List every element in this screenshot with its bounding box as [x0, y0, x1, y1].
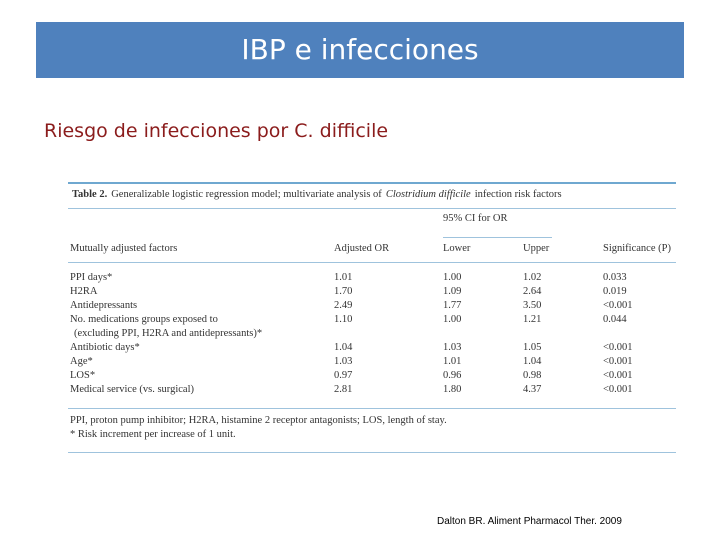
table-caption: Table 2. Generalizable logistic regressio…: [72, 189, 566, 200]
subtitle: Riesgo de infecciones por C. difficile: [44, 120, 389, 142]
cell: 1.70: [334, 286, 353, 297]
cell: <0.001: [603, 384, 633, 395]
cell: 0.96: [443, 370, 462, 381]
row-factor: PPI days*: [70, 272, 113, 283]
rule: [68, 182, 676, 184]
caption-text: Generalizable logistic regression model;…: [111, 189, 382, 200]
cell: 0.019: [603, 286, 627, 297]
footnote: PPI, proton pump inhibitor; H2RA, histam…: [70, 415, 447, 426]
caption-label: Table 2.: [72, 189, 108, 200]
rule: [68, 262, 676, 263]
cell: 0.033: [603, 272, 627, 283]
cell: 2.64: [523, 286, 542, 297]
cell: 1.09: [443, 286, 462, 297]
cell: <0.001: [603, 370, 633, 381]
caption-suffix: infection risk factors: [474, 189, 562, 200]
cell: 2.49: [334, 300, 353, 311]
column-header: Lower: [443, 243, 471, 254]
column-header: Upper: [523, 243, 550, 254]
column-header: Adjusted OR: [334, 243, 390, 254]
row-factor: Antidepressants: [70, 300, 138, 311]
cell: 0.98: [523, 370, 542, 381]
cell: 0.044: [603, 314, 627, 325]
title: IBP e infecciones: [241, 33, 479, 66]
cell: 1.80: [443, 384, 462, 395]
cell: 3.50: [523, 300, 542, 311]
rule: [68, 452, 676, 453]
row-factor: No. medications groups exposed to: [70, 314, 218, 325]
rule: [68, 208, 676, 209]
row-factor: LOS*: [70, 370, 96, 381]
cell: 2.81: [334, 384, 353, 395]
column-header: Mutually adjusted factors: [70, 243, 178, 254]
cell: 1.00: [443, 314, 462, 325]
cell: <0.001: [603, 342, 633, 353]
cell: 1.03: [334, 356, 353, 367]
row-factor: Age*: [70, 356, 93, 367]
group-header: 95% CI for OR: [443, 213, 508, 224]
caption-italic: Clostridium difficile: [385, 189, 471, 200]
title-bar: IBP e infecciones: [36, 22, 684, 78]
row-factor: (excluding PPI, H2RA and antidepressants…: [74, 327, 263, 339]
cell: <0.001: [603, 300, 633, 311]
cell: 1.05: [523, 342, 542, 353]
cell: 0.97: [334, 370, 353, 381]
cell: 1.77: [443, 300, 462, 311]
column-header: Significance (P): [603, 243, 671, 254]
cell: 1.10: [334, 314, 353, 325]
row-factor: Medical service (vs. surgical): [70, 384, 195, 395]
cell: 4.37: [523, 384, 542, 395]
cell: 1.03: [443, 342, 462, 353]
cell: 1.01: [443, 356, 462, 367]
cell: 1.00: [443, 272, 462, 283]
cell: <0.001: [603, 356, 633, 367]
row-factor: H2RA: [70, 286, 98, 297]
row-factor: Antibiotic days*: [70, 342, 140, 353]
cell: 1.21: [523, 314, 542, 325]
rule: [68, 408, 676, 409]
cell: 1.04: [334, 342, 353, 353]
rule: [443, 237, 552, 238]
footnote: * Risk increment per increase of 1 unit.: [70, 429, 236, 440]
cell: 1.01: [334, 272, 353, 283]
cell: 1.02: [523, 272, 542, 283]
cell: 1.04: [523, 356, 542, 367]
citation: Dalton BR. Aliment Pharmacol Ther. 2009: [437, 516, 622, 527]
